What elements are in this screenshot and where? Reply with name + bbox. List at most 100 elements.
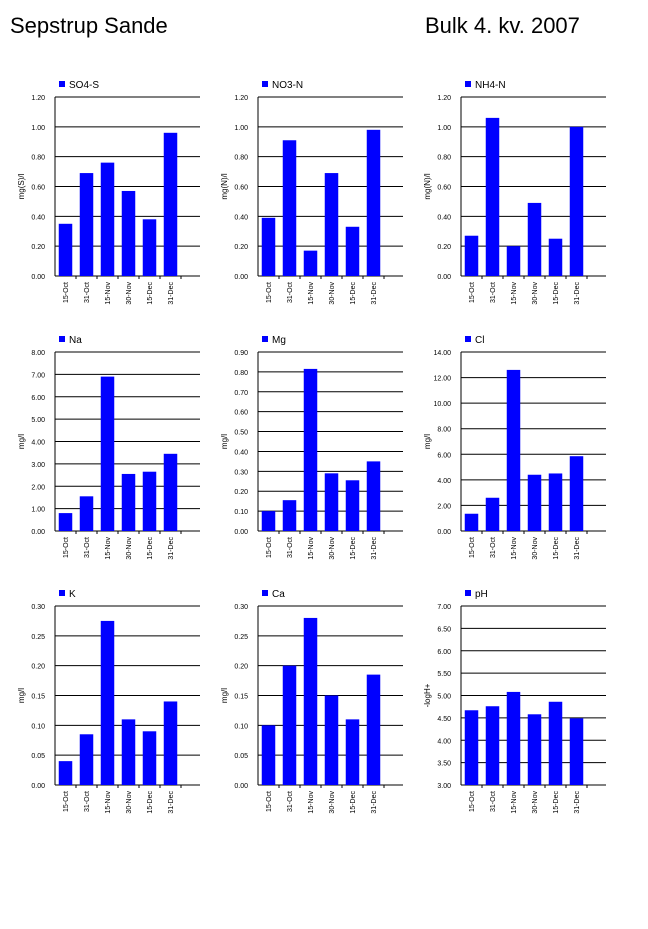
legend-label: Na xyxy=(69,335,82,346)
x-tick-label: 31-Oct xyxy=(287,282,294,303)
legend-swatch xyxy=(465,81,471,87)
legend-label: SO4-S xyxy=(69,80,99,91)
x-tick-label: 31-Oct xyxy=(490,537,497,558)
y-axis-label: -logH+ xyxy=(423,683,432,707)
x-tick-label: 15-Oct xyxy=(469,282,476,303)
y-tick-label: 12.00 xyxy=(433,376,451,383)
x-tick-label: 15-Nov xyxy=(105,791,112,814)
chart-ca: 0.00 0.05 0.10 0.15 0.20 0.25 0.30 15-Oct 31-Oct… xyxy=(220,589,403,814)
x-tick-label: 31-Oct xyxy=(287,791,294,812)
bar xyxy=(464,513,479,531)
bar xyxy=(527,202,542,276)
x-tick-label: 15-Nov xyxy=(511,537,518,560)
bar xyxy=(261,725,276,785)
y-axis-label: mg/l xyxy=(220,688,229,703)
legend-swatch xyxy=(59,81,65,87)
y-tick-label: 0.25 xyxy=(234,634,248,641)
y-tick-label: 0.80 xyxy=(234,370,248,377)
x-tick-label: 15-Dec xyxy=(147,791,154,814)
period-title: Bulk 4. kv. 2007 xyxy=(425,13,580,38)
y-tick-label: 0.00 xyxy=(234,274,248,281)
y-tick-label: 0.40 xyxy=(234,214,248,221)
y-tick-label: 1.00 xyxy=(31,507,45,514)
bar xyxy=(163,132,178,276)
y-tick-label: 1.00 xyxy=(31,125,45,132)
y-tick-label: 0.60 xyxy=(234,185,248,192)
legend-label: K xyxy=(69,589,76,600)
x-tick-label: 31-Dec xyxy=(168,537,175,560)
x-tick-label: 31-Dec xyxy=(371,282,378,305)
y-tick-label: 0.80 xyxy=(31,155,45,162)
y-tick-label: 0.40 xyxy=(234,449,248,456)
bar xyxy=(121,190,136,276)
x-tick-label: 31-Dec xyxy=(371,791,378,814)
y-tick-label: 0.05 xyxy=(31,753,45,760)
x-tick-label: 31-Dec xyxy=(371,537,378,560)
bar xyxy=(142,471,157,531)
legend-label: Cl xyxy=(475,335,484,346)
y-tick-label: 8.00 xyxy=(31,350,45,357)
legend-label: NO3-N xyxy=(272,80,303,91)
bar xyxy=(100,620,115,785)
x-tick-label: 30-Nov xyxy=(126,537,133,560)
bar xyxy=(464,235,479,276)
y-tick-label: 0.20 xyxy=(31,244,45,251)
y-tick-label: 0.00 xyxy=(437,529,451,536)
y-tick-label: 0.15 xyxy=(31,694,45,701)
bar xyxy=(79,734,94,785)
y-tick-label: 5.50 xyxy=(437,671,451,678)
y-tick-label: 0.30 xyxy=(234,604,248,611)
x-tick-label: 15-Dec xyxy=(553,791,560,814)
y-tick-label: 0.40 xyxy=(437,214,451,221)
legend-swatch xyxy=(262,81,268,87)
x-tick-label: 30-Nov xyxy=(329,537,336,560)
x-tick-label: 30-Nov xyxy=(532,791,539,814)
x-tick-label: 15-Dec xyxy=(147,282,154,305)
x-tick-label: 15-Oct xyxy=(266,537,273,558)
x-tick-label: 15-Dec xyxy=(553,537,560,560)
x-tick-label: 30-Nov xyxy=(126,282,133,305)
x-tick-label: 15-Dec xyxy=(350,537,357,560)
legend-swatch xyxy=(262,590,268,596)
y-tick-label: 7.00 xyxy=(437,604,451,611)
bar xyxy=(100,162,115,276)
bar xyxy=(261,511,276,531)
y-tick-label: 0.80 xyxy=(234,155,248,162)
y-tick-label: 0.40 xyxy=(31,214,45,221)
y-tick-label: 3.50 xyxy=(437,761,451,768)
y-tick-label: 0.80 xyxy=(437,155,451,162)
bar xyxy=(485,706,500,785)
y-tick-label: 0.60 xyxy=(234,410,248,417)
bar xyxy=(100,376,115,531)
y-tick-label: 0.15 xyxy=(234,694,248,701)
y-tick-label: 5.00 xyxy=(437,694,451,701)
bar xyxy=(527,714,542,785)
y-tick-label: 0.70 xyxy=(234,390,248,397)
y-tick-label: 0.20 xyxy=(234,489,248,496)
y-tick-label: 4.50 xyxy=(437,716,451,723)
legend-label: NH4-N xyxy=(475,80,506,91)
y-tick-label: 1.20 xyxy=(234,95,248,102)
legend-label: Mg xyxy=(272,335,286,346)
y-tick-label: 6.00 xyxy=(31,395,45,402)
bar xyxy=(163,453,178,531)
bar xyxy=(548,473,563,531)
y-tick-label: 0.60 xyxy=(31,185,45,192)
bar xyxy=(485,117,500,276)
x-tick-label: 31-Dec xyxy=(574,537,581,560)
bar xyxy=(121,719,136,785)
chart-so4-s: 0.00 0.20 0.40 0.60 0.80 1.00 1.20 15-Oct 31-Oct… xyxy=(17,80,200,305)
x-tick-label: 31-Oct xyxy=(84,537,91,558)
y-tick-label: 6.00 xyxy=(437,649,451,656)
bar xyxy=(142,219,157,276)
legend-label: Ca xyxy=(272,589,285,600)
y-tick-label: 0.10 xyxy=(234,723,248,730)
x-tick-label: 31-Oct xyxy=(84,791,91,812)
y-tick-label: 0.30 xyxy=(234,469,248,476)
legend-label: pH xyxy=(475,589,488,600)
y-tick-label: 1.20 xyxy=(437,95,451,102)
y-tick-label: 0.00 xyxy=(234,529,248,536)
y-tick-label: 8.00 xyxy=(437,427,451,434)
y-tick-label: 4.00 xyxy=(437,478,451,485)
x-tick-label: 15-Oct xyxy=(63,537,70,558)
